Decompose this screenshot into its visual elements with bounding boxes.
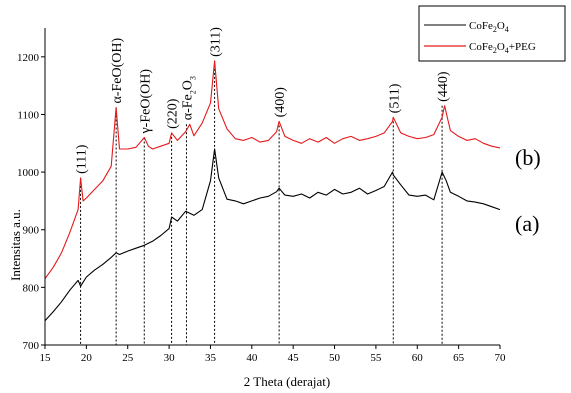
y-axis-label: Intensitas a.u. bbox=[8, 209, 23, 281]
y-tick-label: 900 bbox=[23, 225, 40, 237]
peak-label: (220) bbox=[166, 98, 181, 129]
legend: CoFe2O4 CoFe2O4+PEG bbox=[418, 5, 566, 62]
peak-label: (511) bbox=[387, 83, 402, 113]
y-tick-label: 700 bbox=[23, 340, 40, 352]
legend-label-a: CoFe2O4 bbox=[469, 20, 509, 34]
peak-label: γ-FeO(OH) bbox=[138, 69, 153, 135]
x-tick-label: 70 bbox=[495, 352, 507, 364]
x-tick-label: 25 bbox=[122, 352, 134, 364]
x-tick-label: 15 bbox=[40, 352, 52, 364]
x-tick-label: 40 bbox=[246, 352, 258, 364]
series-line-b bbox=[44, 60, 501, 280]
x-tick-label: 60 bbox=[412, 352, 424, 364]
diffraction-curves bbox=[44, 60, 501, 322]
legend-label-b: CoFe2O4+PEG bbox=[469, 41, 536, 55]
peak-label: (111) bbox=[75, 144, 90, 174]
peak-label: (440) bbox=[436, 71, 451, 102]
peak-label: α-Fe2O3 bbox=[180, 76, 197, 120]
curve-label-a: (a) bbox=[515, 211, 539, 236]
y-tick-label: 1000 bbox=[17, 167, 40, 179]
peak-label: (311) bbox=[209, 27, 224, 57]
axes bbox=[44, 28, 500, 346]
peak-labels: (111) α-FeO(OH) γ-FeO(OH) (220) α-Fe2O3 (311)… bbox=[75, 27, 452, 174]
x-axis-label: 2 Theta (derajat) bbox=[244, 374, 330, 389]
peak-label: α-FeO(OH) bbox=[110, 38, 125, 104]
y-axis-ticks: 700 800 900 1000 1100 1200 bbox=[17, 52, 45, 352]
peak-guide-lines bbox=[80, 60, 443, 345]
legend-box bbox=[418, 5, 566, 62]
x-tick-label: 65 bbox=[453, 352, 465, 364]
y-tick-label: 800 bbox=[23, 282, 40, 294]
y-tick-label: 1100 bbox=[17, 109, 39, 121]
x-tick-label: 55 bbox=[370, 352, 382, 364]
x-tick-label: 45 bbox=[288, 352, 300, 364]
x-tick-label: 30 bbox=[164, 352, 176, 364]
x-axis-ticks: 15 20 25 30 35 40 45 50 55 60 65 70 bbox=[40, 345, 507, 364]
peak-label: (400) bbox=[273, 87, 288, 118]
x-tick-label: 20 bbox=[81, 352, 93, 364]
y-tick-label: 1200 bbox=[17, 52, 40, 64]
x-tick-label: 35 bbox=[205, 352, 217, 364]
series-line-a bbox=[44, 148, 501, 322]
curve-label-b: (b) bbox=[515, 145, 541, 170]
x-tick-label: 50 bbox=[329, 352, 341, 364]
